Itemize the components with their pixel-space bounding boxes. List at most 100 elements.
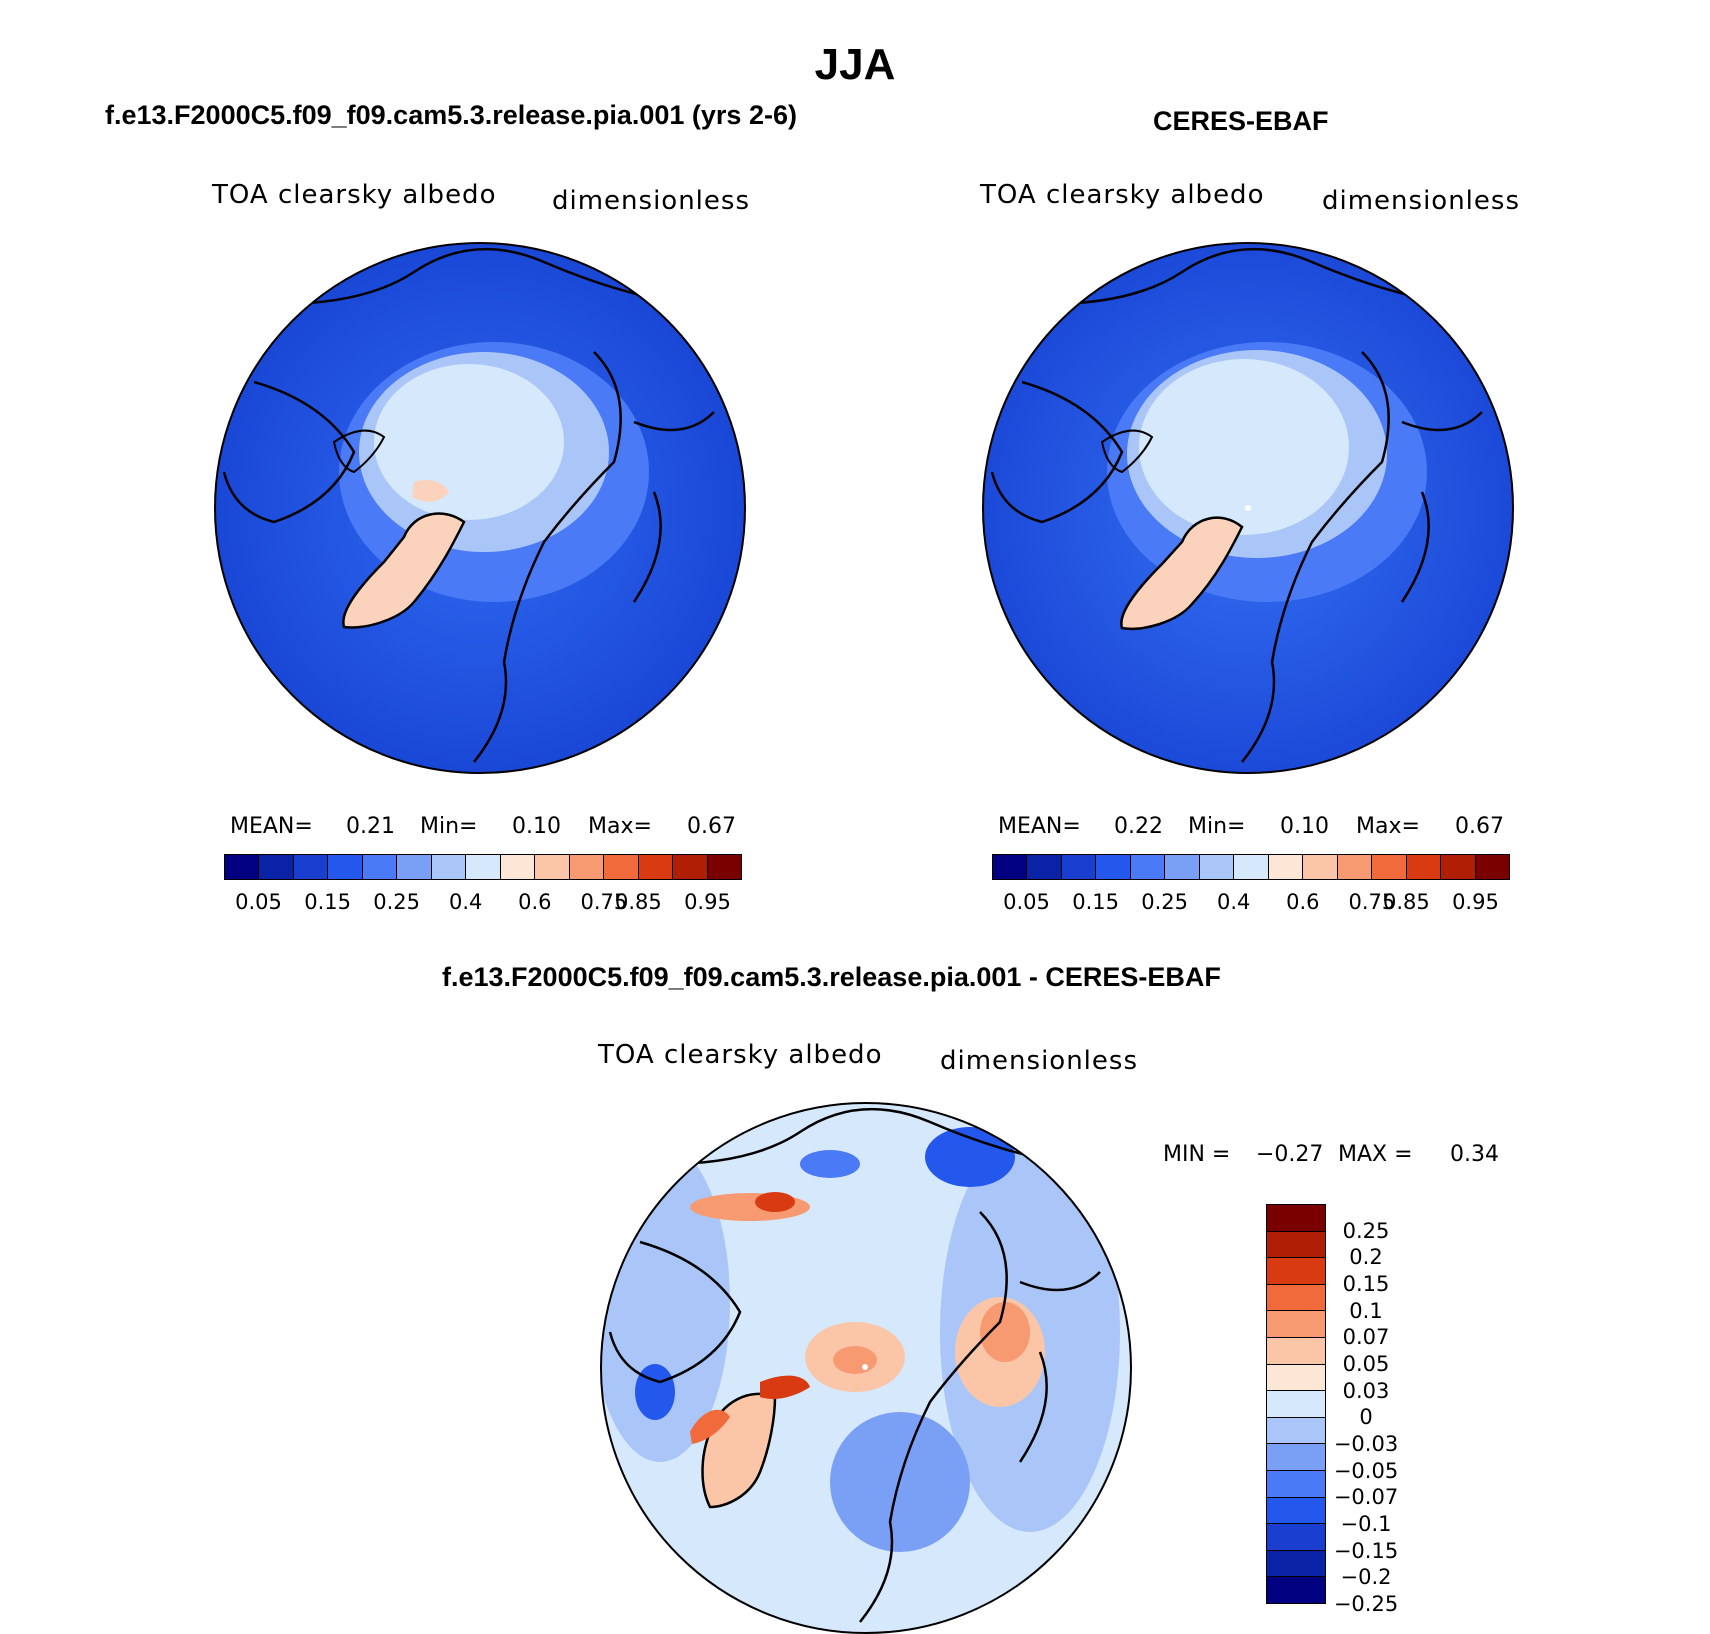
panel-1-colorbar-label: 0.75 — [580, 890, 628, 914]
panel-1-colorbar-label: 0.25 — [373, 890, 421, 914]
panel-2-units: dimensionless — [1322, 186, 1520, 216]
panel-2-mean: 0.22 — [1114, 814, 1163, 839]
panel-1-colorbar — [224, 854, 742, 880]
panel-1-max-label: Max= — [588, 814, 652, 839]
panel-1-colorbar-swatch — [397, 855, 432, 879]
panel-2-max-label: Max= — [1356, 814, 1420, 839]
panel-2-colorbar-swatch — [1130, 855, 1166, 879]
panel-3-colorbar-label: −0.05 — [1333, 1458, 1399, 1483]
panel-1-colorbar-swatch — [431, 855, 467, 879]
panel-1-mean: 0.21 — [346, 814, 395, 839]
panel-3-colorbar-swatch — [1267, 1311, 1325, 1338]
panel-1-colorbar-swatch — [362, 855, 398, 879]
panel-3-colorbar-label: 0.03 — [1342, 1378, 1390, 1403]
panel-2-colorbar-labels: 0.05 0.15 0.25 0.4 0.6 0.75 0.85 0.95 — [992, 890, 1510, 916]
panel-1-colorbar-swatch — [466, 855, 501, 879]
panel-1-colorbar-labels: 0.05 0.15 0.25 0.4 0.6 0.75 0.85 0.95 — [224, 890, 742, 916]
panel-2-colorbar-label: 0.6 — [1286, 890, 1320, 914]
panel-3-colorbar-swatch — [1267, 1205, 1325, 1232]
panel-1-min: 0.10 — [512, 814, 561, 839]
panel-2-colorbar-label: 0.4 — [1217, 890, 1251, 914]
panel-3-title: f.e13.F2000C5.f09_f09.cam5.3.release.pia… — [442, 962, 1221, 992]
panel-3-map — [600, 1102, 1132, 1634]
panel-2-map — [982, 242, 1514, 774]
panel-1-map — [214, 242, 746, 774]
panel-3-min: −0.27 — [1256, 1142, 1324, 1167]
panel-1-colorbar-swatch — [500, 855, 536, 879]
panel-2-colorbar-swatch — [1027, 855, 1062, 879]
panel-1-title: f.e13.F2000C5.f09_f09.cam5.3.release.pia… — [105, 100, 797, 130]
panel-2-colorbar-swatch — [1337, 855, 1373, 879]
panel-3-colorbar-swatch — [1267, 1258, 1325, 1285]
panel-3-colorbar-label: 0.07 — [1342, 1325, 1390, 1350]
panel-2-colorbar-swatch — [1372, 855, 1407, 879]
panel-3-colorbar-swatch — [1267, 1391, 1325, 1418]
panel-2-colorbar-label: 0.75 — [1348, 890, 1396, 914]
panel-3-colorbar-label: 0.15 — [1342, 1272, 1390, 1296]
panel-1-colorbar-label: 0.85 — [615, 890, 662, 914]
panel-1-colorbar-swatch — [673, 855, 708, 879]
panel-1-min-label: Min= — [420, 814, 478, 839]
panel-2-colorbar-swatch — [1165, 855, 1200, 879]
panel-3-variable: TOA clearsky albedo — [598, 1040, 883, 1070]
panel-2-min-label: Min= — [1188, 814, 1246, 839]
panel-2-max: 0.67 — [1455, 814, 1504, 839]
panel-2-variable: TOA clearsky albedo — [980, 180, 1265, 210]
panel-3-max-label: MAX = — [1338, 1142, 1413, 1167]
panel-1-units: dimensionless — [552, 186, 750, 216]
panel-3-colorbar-label: −0.25 — [1333, 1592, 1399, 1616]
panel-1-colorbar-swatch — [259, 855, 294, 879]
panel-3-colorbar-swatch — [1267, 1284, 1325, 1312]
panel-3-colorbar-swatch — [1267, 1524, 1325, 1551]
panel-3-colorbar — [1266, 1204, 1326, 1604]
panel-3-colorbar-label: 0.2 — [1349, 1245, 1383, 1270]
panel-2-colorbar-label: 0.15 — [1072, 890, 1119, 914]
panel-1-colorbar-swatch — [707, 855, 742, 879]
panel-1-colorbar-swatch — [225, 855, 260, 879]
panel-3-colorbar-label: −0.1 — [1340, 1512, 1392, 1536]
panel-3-colorbar-swatch — [1267, 1444, 1325, 1471]
panel-1-max: 0.67 — [687, 814, 736, 839]
panel-1-colorbar-swatch — [293, 855, 329, 879]
panel-3-colorbar-swatch — [1267, 1550, 1325, 1578]
panel-2-colorbar-swatch — [1199, 855, 1235, 879]
panel-3-colorbar-swatch — [1267, 1470, 1325, 1498]
panel-3-colorbar-swatch — [1267, 1364, 1325, 1392]
panel-1-colorbar-label: 0.05 — [235, 890, 282, 914]
panel-3-colorbar-label: −0.2 — [1340, 1565, 1392, 1590]
panel-2-colorbar-swatch — [1475, 855, 1510, 879]
panel-2-colorbar-swatch — [1406, 855, 1442, 879]
panel-1-colorbar-label: 0.95 — [684, 890, 731, 914]
panel-2-colorbar-swatch — [1441, 855, 1476, 879]
panel-2-colorbar-swatch — [1268, 855, 1304, 879]
main-title: JJA — [814, 40, 896, 89]
panel-2-title: CERES-EBAF — [1153, 106, 1329, 136]
panel-3-colorbar-swatch — [1267, 1497, 1325, 1525]
panel-1-colorbar-swatch — [535, 855, 570, 879]
panel-3-min-label: MIN = — [1163, 1142, 1231, 1167]
panel-3-colorbar-label: 0 — [1359, 1405, 1373, 1430]
panel-1-colorbar-label: 0.4 — [449, 890, 483, 914]
panel-3-colorbar-label: −0.07 — [1333, 1485, 1399, 1510]
panel-2-colorbar-label: 0.05 — [1003, 890, 1050, 914]
panel-1-colorbar-swatch — [328, 855, 363, 879]
panel-2-mean-label: MEAN= — [998, 814, 1081, 839]
panel-2-colorbar-label: 0.85 — [1383, 890, 1430, 914]
panel-1-colorbar-swatch — [604, 855, 639, 879]
panel-2-colorbar-label: 0.25 — [1141, 890, 1189, 914]
panel-3-colorbar-label: −0.03 — [1333, 1432, 1399, 1456]
panel-3-colorbar-label: 0.25 — [1342, 1218, 1390, 1243]
panel-3-units: dimensionless — [940, 1046, 1138, 1076]
panel-3-colorbar-swatch — [1267, 1231, 1325, 1259]
panel-2-colorbar — [992, 854, 1510, 880]
panel-2-colorbar-swatch — [993, 855, 1028, 879]
panel-3-colorbar-label: 0.05 — [1342, 1352, 1390, 1376]
panel-1-colorbar-label: 0.15 — [304, 890, 351, 914]
panel-1-colorbar-swatch — [638, 855, 674, 879]
panel-1-mean-label: MEAN= — [230, 814, 313, 839]
panel-2-colorbar-swatch — [1061, 855, 1097, 879]
panel-1-colorbar-swatch — [569, 855, 605, 879]
panel-3-colorbar-label: −0.15 — [1333, 1538, 1399, 1563]
panel-3-max: 0.34 — [1450, 1142, 1499, 1167]
panel-2-colorbar-swatch — [1234, 855, 1269, 879]
